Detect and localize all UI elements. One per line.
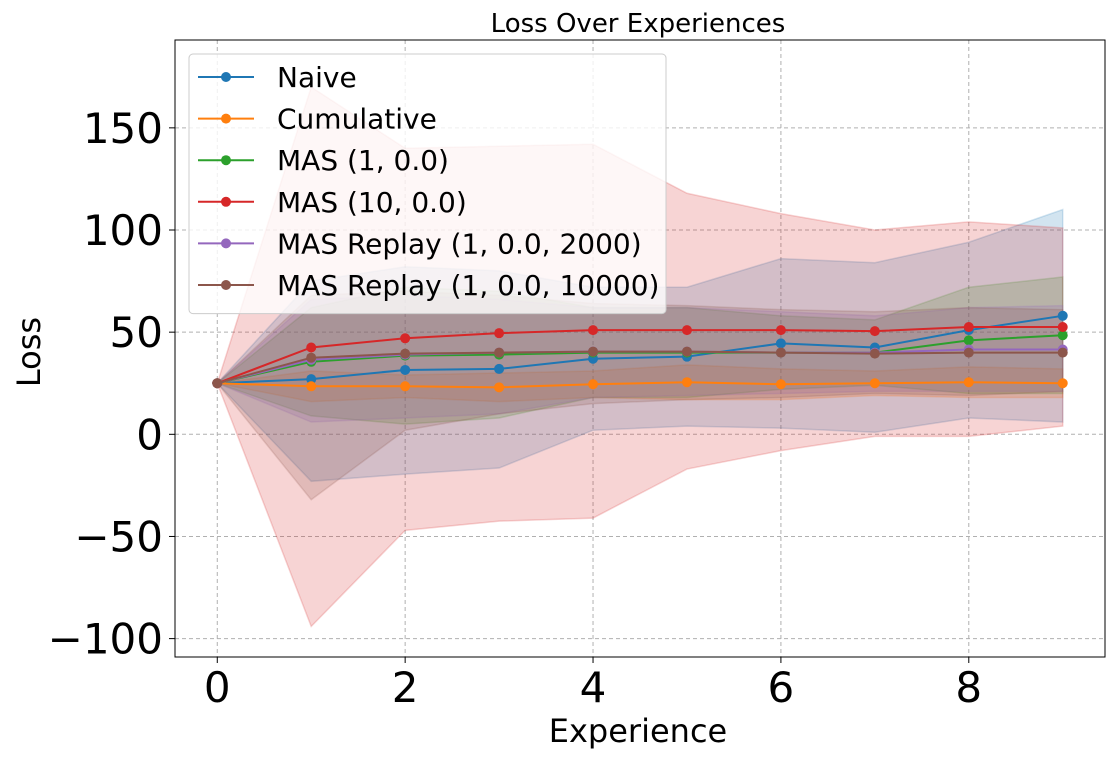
data-point bbox=[588, 379, 599, 390]
series-line bbox=[217, 314, 1063, 385]
y-axis-label: Loss bbox=[10, 317, 48, 387]
data-point bbox=[494, 363, 505, 374]
y-tick-label: 0 bbox=[136, 410, 163, 459]
legend-entry: Cumulative bbox=[198, 103, 437, 136]
data-point bbox=[963, 335, 974, 346]
data-point bbox=[1057, 378, 1068, 389]
data-point bbox=[681, 377, 692, 388]
data-point bbox=[963, 322, 974, 333]
series-group bbox=[212, 377, 1068, 393]
legend-entry: MAS (10, 0.0) bbox=[198, 186, 467, 219]
data-point bbox=[588, 325, 599, 336]
data-point bbox=[306, 374, 317, 385]
data-point bbox=[869, 326, 880, 337]
legend-entry: MAS Replay (1, 0.0, 2000) bbox=[198, 227, 642, 260]
data-point bbox=[775, 338, 786, 349]
x-tick-label: 0 bbox=[204, 663, 231, 712]
data-point bbox=[869, 378, 880, 389]
y-tick-label: −100 bbox=[48, 615, 163, 664]
data-point bbox=[1057, 310, 1068, 321]
data-point bbox=[681, 325, 692, 336]
data-point bbox=[963, 347, 974, 358]
legend-entry: MAS (1, 0.0) bbox=[198, 144, 449, 177]
data-point bbox=[588, 346, 599, 357]
axis-ticks: 0 2 4 6 8 −100 −50 0 50 100 150 bbox=[48, 104, 983, 712]
data-point bbox=[681, 346, 692, 357]
series-group bbox=[212, 346, 1068, 389]
legend-label: MAS Replay (1, 0.0, 10000) bbox=[277, 269, 659, 302]
legend-label: MAS Replay (1, 0.0, 2000) bbox=[277, 227, 642, 260]
plot-frame bbox=[174, 39, 1106, 658]
legend-marker bbox=[221, 196, 231, 207]
legend-marker bbox=[221, 155, 231, 166]
data-point bbox=[400, 364, 411, 375]
legend-entry: Naive bbox=[198, 61, 357, 94]
data-point bbox=[306, 381, 317, 392]
legend-label: MAS (10, 0.0) bbox=[277, 186, 467, 219]
y-tick-label: 150 bbox=[83, 104, 163, 153]
y-tick-label: 50 bbox=[110, 308, 163, 357]
series-line bbox=[217, 381, 1063, 389]
data-point bbox=[494, 328, 505, 339]
series-line bbox=[217, 334, 1063, 385]
data-point bbox=[400, 381, 411, 392]
y-tick-label: −50 bbox=[74, 512, 163, 561]
legend: Naive Cumulative MAS (1, 0.0) MAS (10, 0.0)… bbox=[188, 53, 667, 315]
data-point bbox=[212, 378, 223, 389]
series-group bbox=[212, 322, 1068, 389]
data-point bbox=[1057, 347, 1068, 358]
x-tick-label: 2 bbox=[392, 663, 419, 712]
data-point bbox=[306, 352, 317, 363]
x-tick-label: 8 bbox=[955, 663, 982, 712]
data-point bbox=[775, 379, 786, 390]
data-point bbox=[1057, 330, 1068, 341]
series-line bbox=[217, 350, 1063, 385]
x-tick-label: 4 bbox=[580, 663, 607, 712]
data-point bbox=[494, 347, 505, 358]
data-point bbox=[963, 377, 974, 388]
data-point bbox=[1057, 322, 1068, 333]
data-point bbox=[494, 382, 505, 393]
data-point bbox=[775, 347, 786, 358]
legend-marker bbox=[221, 113, 231, 124]
legend-marker bbox=[221, 238, 231, 249]
data-point bbox=[869, 348, 880, 359]
legend-box bbox=[188, 53, 667, 315]
series-lines bbox=[212, 310, 1068, 393]
chart-title: Loss Over Experiences bbox=[491, 9, 786, 39]
legend-label: Naive bbox=[277, 61, 357, 94]
legend-marker bbox=[221, 72, 231, 82]
data-point bbox=[400, 348, 411, 359]
x-tick-label: 6 bbox=[768, 663, 795, 712]
legend-marker bbox=[221, 280, 231, 290]
data-point bbox=[775, 325, 786, 336]
data-point bbox=[400, 333, 411, 344]
legend-label: MAS (1, 0.0) bbox=[277, 144, 449, 177]
y-tick-label: 100 bbox=[83, 206, 163, 255]
data-point bbox=[306, 342, 317, 353]
legend-label: Cumulative bbox=[277, 103, 437, 136]
x-axis-label: Experience bbox=[549, 712, 727, 750]
series-line bbox=[216, 326, 1063, 385]
legend-entry: MAS Replay (1, 0.0, 10000) bbox=[198, 269, 659, 302]
